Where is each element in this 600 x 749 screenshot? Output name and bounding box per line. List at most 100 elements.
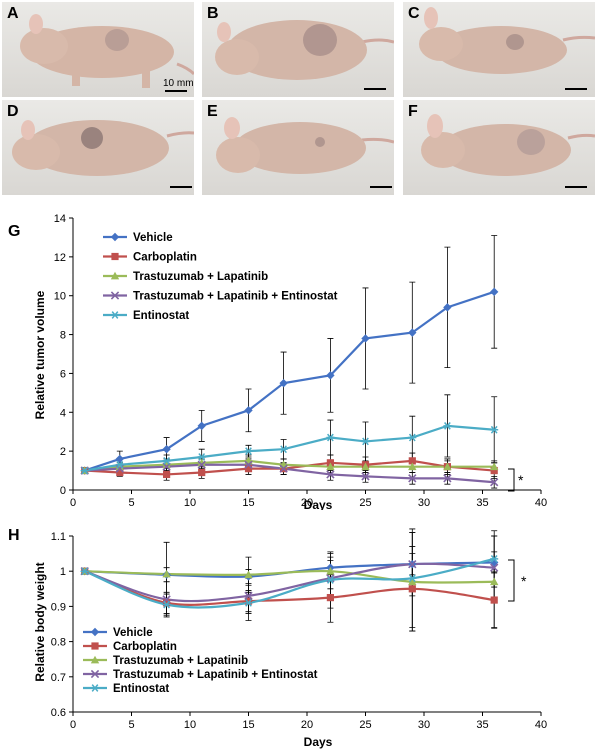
panel-letter-d: D — [7, 103, 19, 120]
data-point-trastuzumab-lapatinib — [361, 462, 370, 471]
panel-letter-a: A — [7, 5, 19, 22]
y-tick-label: 0 — [60, 485, 66, 497]
mouse-illustration-b — [215, 20, 394, 80]
legend-label: Vehicle — [133, 232, 173, 244]
data-point-entinostat — [326, 433, 335, 442]
y-axis-title: Relative tumor volume — [33, 290, 47, 419]
legend-label: Trastuzumab + Lapatinib + Entinostat — [133, 291, 338, 303]
mouse-illustration-c — [419, 7, 595, 74]
tumor-volume-chart: G 0 5 10 15 20 25 30 35 40 0 2 4 6 8 10 12 14 Vehicle Car… — [8, 213, 547, 510]
data-point-vehicle — [197, 421, 206, 431]
y-tick-label: 8 — [60, 330, 66, 342]
legend: Vehicle Carboplatin Trastuzumab + Lapatini… — [103, 232, 338, 322]
legend-label: Trastuzumab + Lapatinib — [133, 271, 268, 283]
data-point-trastuzumab-lapatinib — [443, 462, 452, 471]
data-point-carboplatin — [116, 468, 124, 477]
x-tick-label: 25 — [359, 719, 371, 731]
y-tick-label: 1 — [60, 566, 66, 578]
mouse-illustration-e — [216, 117, 394, 174]
data-point-trastuzumab-lapatinib-entinostat — [443, 474, 452, 483]
data-point-trastuzumab-lapatinib — [490, 577, 499, 586]
data-point-carboplatin — [490, 596, 498, 604]
photo-panel-b: B — [202, 2, 394, 97]
y-tick-label: 0.6 — [51, 707, 66, 719]
data-point-carboplatin — [163, 470, 171, 479]
data-point-trastuzumab-lapatinib-entinostat — [490, 563, 499, 572]
mouse-illustration-d — [12, 120, 194, 176]
legend-marker — [91, 684, 99, 692]
data-point-entinostat — [244, 447, 253, 456]
data-point-trastuzumab-lapatinib-entinostat — [244, 460, 253, 469]
x-tick-label: 10 — [184, 719, 196, 731]
mouse-illustration-a — [20, 14, 194, 88]
legend-label: Carboplatin — [113, 641, 177, 653]
data-point-carboplatin — [244, 465, 253, 473]
data-point-trastuzumab-lapatinib — [490, 462, 499, 471]
y-tick-label: 0.9 — [51, 601, 66, 613]
legend-item-vehicle: Vehicle — [103, 232, 173, 244]
scale-bar — [170, 186, 192, 188]
data-point-trastuzumab-lapatinib-entinostat — [408, 559, 417, 569]
legend-marker — [90, 655, 100, 664]
scale-bar-label: 10 mm — [163, 78, 194, 89]
legend-label: Carboplatin — [133, 252, 197, 264]
x-tick-label: 5 — [128, 497, 134, 509]
data-point-trastuzumab-lapatinib-entinostat — [279, 464, 288, 473]
data-point-entinostat — [490, 555, 499, 563]
x-tick-label: 30 — [418, 497, 430, 509]
data-point-entinostat — [408, 433, 417, 442]
x-tick-label: 35 — [476, 497, 488, 509]
legend-item-trastuzumab-lapatinib: Trastuzumab + Lapatinib — [103, 271, 268, 283]
axis-ticks: 0 5 10 15 20 25 30 35 40 0 2 4 6 8 10 12 14 — [54, 213, 547, 509]
photo-panel-a: A 10 mm — [2, 2, 194, 97]
series-line-carboplatin — [84, 570, 495, 606]
legend-marker — [111, 252, 119, 261]
data-point-carboplatin — [408, 457, 416, 465]
series-markers — [80, 287, 499, 487]
y-tick-label: 1.1 — [51, 531, 66, 543]
axis-ticks: 0 5 10 15 20 25 30 35 40 0.6 0.7 0.8 0.9 1 1.1 — [51, 531, 547, 731]
data-point-vehicle — [443, 303, 452, 312]
legend-item-trastuzumab-lapatinib: Trastuzumab + Lapatinib — [83, 655, 248, 667]
y-tick-label: 6 — [60, 368, 66, 380]
x-tick-label: 20 — [301, 497, 313, 509]
photo-panel-e: E — [202, 100, 394, 195]
data-point-entinostat — [279, 445, 288, 454]
legend-item-vehicle: Vehicle — [83, 627, 153, 639]
x-tick-label: 0 — [70, 497, 76, 509]
data-point-trastuzumab-lapatinib — [326, 462, 335, 471]
data-point-carboplatin — [490, 466, 498, 475]
data-point-entinostat — [408, 574, 417, 583]
y-tick-label: 14 — [54, 213, 66, 225]
data-point-entinostat — [115, 460, 124, 469]
x-tick-label: 15 — [242, 719, 254, 731]
scale-bar — [565, 186, 587, 188]
data-point-entinostat — [162, 600, 171, 609]
legend-label: Trastuzumab + Lapatinib — [113, 655, 248, 667]
x-axis-title: Days — [304, 735, 333, 749]
series-line-entinostat — [84, 557, 495, 609]
y-tick-label: 4 — [60, 407, 66, 419]
legend-item-entinostat: Entinostat — [103, 310, 189, 322]
scale-bar — [565, 88, 587, 90]
scale-bar — [165, 90, 187, 92]
x-tick-label: 40 — [535, 497, 547, 509]
data-point-entinostat — [162, 456, 171, 465]
data-point-vehicle — [244, 406, 253, 415]
photo-panel-f: F — [403, 100, 595, 195]
data-point-carboplatin — [244, 597, 253, 605]
data-point-trastuzumab-lapatinib — [408, 462, 417, 471]
data-point-trastuzumab-lapatinib — [162, 569, 171, 578]
data-point-entinostat — [361, 437, 370, 446]
x-tick-label: 0 — [70, 719, 76, 731]
data-point-carboplatin — [198, 468, 206, 477]
data-point-trastuzumab-lapatinib-entinostat — [361, 472, 370, 481]
y-tick-label: 12 — [54, 252, 66, 264]
series-markers — [80, 555, 499, 609]
y-tick-label: 0.7 — [51, 672, 66, 684]
error-bars — [81, 528, 498, 632]
x-tick-label: 30 — [418, 719, 430, 731]
legend-marker — [111, 311, 119, 319]
data-point-trastuzumab-lapatinib-entinostat — [197, 460, 206, 469]
